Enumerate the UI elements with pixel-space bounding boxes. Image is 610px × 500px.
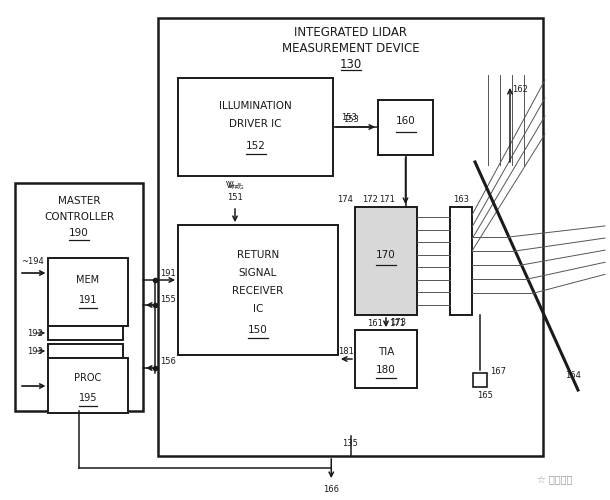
- Text: 130: 130: [339, 58, 362, 71]
- Text: 161: 161: [367, 318, 383, 328]
- Bar: [48, 344, 123, 358]
- Text: ~194: ~194: [21, 256, 44, 266]
- Text: RECEIVER: RECEIVER: [232, 286, 284, 296]
- Bar: [178, 225, 338, 355]
- Text: 171: 171: [379, 194, 395, 203]
- Text: 173: 173: [390, 318, 406, 327]
- Text: 162: 162: [512, 86, 528, 94]
- Text: 156: 156: [160, 358, 176, 366]
- Text: 192: 192: [27, 328, 43, 338]
- Text: MEM: MEM: [76, 275, 99, 285]
- Text: 152: 152: [246, 141, 265, 151]
- Bar: [355, 207, 417, 315]
- Text: TIA: TIA: [378, 347, 394, 357]
- Bar: [355, 330, 417, 388]
- Bar: [450, 207, 472, 315]
- Text: INTEGRATED LIDAR: INTEGRATED LIDAR: [294, 26, 407, 40]
- Text: 167: 167: [490, 368, 506, 376]
- Text: 191: 191: [160, 270, 176, 278]
- Text: MEASUREMENT DEVICE: MEASUREMENT DEVICE: [282, 42, 419, 54]
- Text: 170: 170: [376, 250, 396, 260]
- Text: 195: 195: [79, 393, 97, 403]
- Text: 165: 165: [477, 392, 493, 400]
- Bar: [158, 18, 543, 456]
- Bar: [48, 326, 123, 340]
- Text: 164: 164: [565, 370, 581, 380]
- Text: PROC: PROC: [74, 373, 102, 383]
- Text: 191: 191: [79, 295, 97, 305]
- Text: ☆ 汽车之心: ☆ 汽车之心: [537, 475, 573, 485]
- Text: 135: 135: [343, 440, 359, 448]
- Text: IC: IC: [253, 304, 263, 314]
- Text: 166: 166: [323, 484, 339, 494]
- Bar: [48, 358, 128, 413]
- Text: SIGNAL: SIGNAL: [239, 268, 277, 278]
- Text: 150: 150: [248, 325, 268, 335]
- Text: ILLUMINATION: ILLUMINATION: [219, 101, 292, 111]
- Bar: [15, 183, 143, 411]
- Bar: [48, 258, 128, 326]
- Text: 163: 163: [453, 194, 469, 203]
- Text: CONTROLLER: CONTROLLER: [44, 212, 114, 222]
- Text: 151: 151: [227, 194, 243, 202]
- Text: 172: 172: [362, 194, 378, 203]
- Text: 160: 160: [396, 116, 415, 126]
- Text: V$_\mathregular{TRG}$: V$_\mathregular{TRG}$: [225, 180, 245, 192]
- Text: 174: 174: [337, 194, 353, 203]
- Text: 153: 153: [341, 114, 357, 122]
- Text: 193: 193: [27, 346, 43, 356]
- Text: Vₜᵣᵍ: Vₜᵣᵍ: [228, 182, 242, 190]
- Bar: [378, 100, 433, 155]
- Text: 155: 155: [160, 294, 176, 304]
- Text: 180: 180: [376, 365, 396, 375]
- Text: MASTER: MASTER: [58, 196, 100, 206]
- Text: 153: 153: [343, 114, 359, 124]
- Text: DRIVER IC: DRIVER IC: [229, 119, 282, 129]
- Text: 181: 181: [339, 346, 354, 356]
- Text: RETURN: RETURN: [237, 250, 279, 260]
- Bar: [178, 78, 333, 176]
- Text: 171: 171: [389, 318, 405, 328]
- Text: 190: 190: [69, 228, 89, 238]
